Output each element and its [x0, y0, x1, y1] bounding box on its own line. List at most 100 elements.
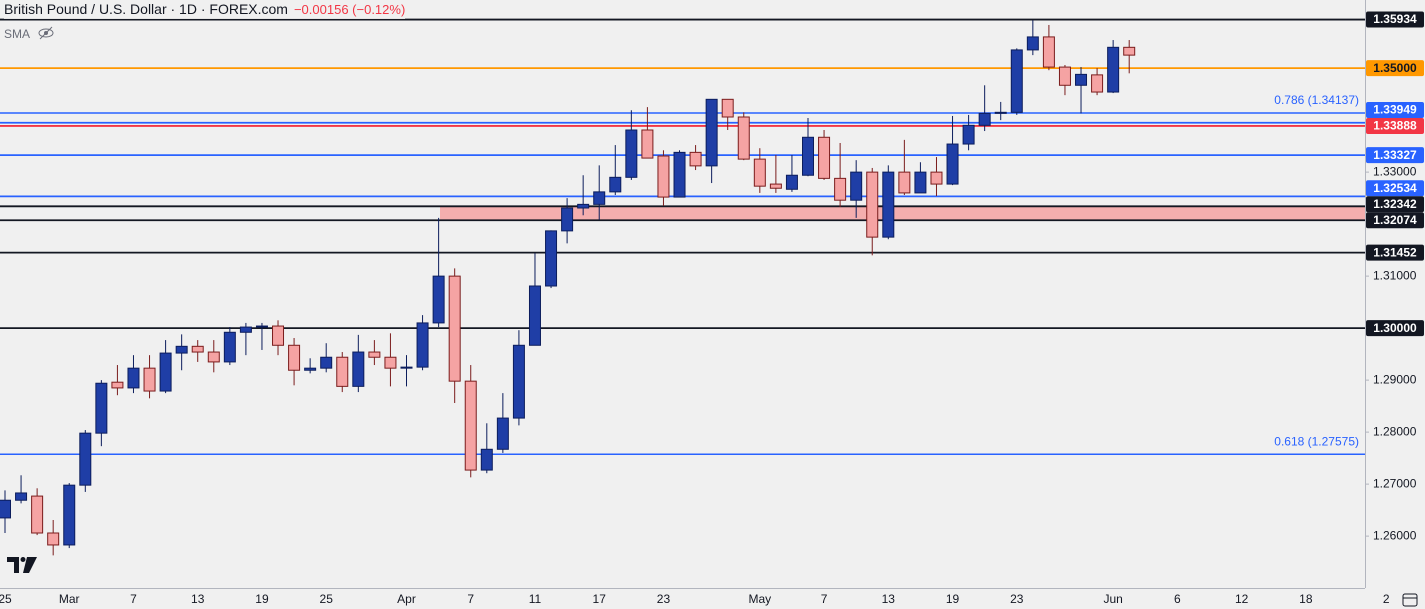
candle-body	[689, 151, 702, 167]
y-tick-label: 1.27000	[1373, 476, 1417, 490]
candle-body	[946, 143, 959, 185]
candle-body	[641, 129, 654, 159]
x-tick-label: May	[748, 592, 771, 606]
x-tick-label: 25	[0, 592, 12, 606]
x-tick-label: 2	[1383, 592, 1390, 606]
y-tick-label: 1.33000	[1373, 164, 1417, 178]
y-tick-label: 1.26000	[1373, 528, 1417, 542]
x-tick-label: 11	[529, 592, 542, 606]
candle-body	[207, 351, 220, 363]
candle-body	[1010, 49, 1023, 113]
level-tag	[1366, 60, 1424, 77]
candle-body	[432, 275, 445, 324]
hide-icon[interactable]	[37, 26, 55, 40]
level-label: 1.35000	[1373, 61, 1417, 75]
candle-body	[785, 174, 798, 190]
x-tick-label: 7	[821, 592, 828, 606]
candle-body	[930, 171, 943, 185]
zone	[440, 206, 1365, 221]
tv-logo	[7, 557, 37, 573]
candle-body	[802, 136, 814, 176]
x-tick-label: 12	[1235, 592, 1249, 606]
fib-label: 0.786 (1.34137)	[1274, 93, 1359, 107]
candle-body	[336, 356, 349, 387]
candle-body	[1026, 36, 1039, 51]
x-tick-label: 17	[593, 592, 607, 606]
y-tick-label: 1.29000	[1373, 372, 1417, 386]
y-tick-label: 1.31000	[1373, 268, 1417, 282]
candle-body	[223, 331, 236, 363]
candle-body	[545, 230, 558, 287]
icon-part	[1402, 593, 1418, 607]
candle-body	[834, 177, 847, 201]
icon-part	[39, 26, 53, 40]
indicator-name: SMA	[4, 27, 30, 41]
candle-body	[1091, 74, 1104, 93]
level-tag	[1366, 244, 1424, 261]
candle-body	[320, 356, 333, 369]
level-tag	[1366, 320, 1424, 337]
candle-body	[111, 381, 124, 389]
candle-body	[705, 98, 718, 167]
x-tick-label: Mar	[59, 592, 80, 606]
candle-body	[368, 351, 381, 358]
candle-body	[850, 171, 863, 201]
candle-body	[288, 344, 301, 371]
level-tag	[1366, 117, 1424, 134]
x-tick-label: 19	[946, 592, 960, 606]
candle-body	[561, 207, 574, 232]
x-tick-label: 7	[467, 592, 474, 606]
candle-body	[31, 495, 44, 534]
candle-body	[79, 432, 92, 486]
logo-part	[23, 557, 37, 573]
level-label: 1.32342	[1373, 197, 1417, 211]
level-tag	[1366, 101, 1424, 118]
x-tick-label: 19	[255, 592, 269, 606]
level-label: 1.33949	[1373, 103, 1417, 117]
level-label: 1.33888	[1373, 119, 1417, 133]
candle-body	[769, 183, 782, 189]
level-label: 1.33327	[1373, 148, 1417, 162]
candle-body	[304, 367, 317, 371]
candle-body	[962, 124, 975, 145]
candle-body	[528, 285, 541, 346]
plot: 0.786 (1.34137) 0.618 (1.27575)	[0, 18, 1365, 556]
calendar-icon[interactable]	[1402, 593, 1418, 607]
candle-body	[994, 111, 1007, 114]
candle-body	[898, 171, 911, 194]
level-label: 1.32534	[1373, 181, 1417, 195]
candle-body	[753, 158, 766, 187]
candle-body	[721, 98, 734, 118]
candle-body	[577, 203, 590, 209]
level-label: 1.32074	[1373, 213, 1417, 227]
candle-body	[95, 382, 108, 434]
x-tick-label: 13	[882, 592, 896, 606]
x-tick-label: Jun	[1103, 592, 1122, 606]
icon-part	[38, 28, 54, 38]
candle-body	[63, 484, 76, 546]
candle-body	[882, 171, 895, 238]
candle-body	[175, 345, 188, 354]
candle-body	[593, 191, 606, 205]
candle-body	[400, 366, 413, 369]
candle-body	[255, 325, 268, 328]
indicator[interactable]: SMA	[4, 24, 54, 41]
x-tick-label: 6	[1174, 592, 1181, 606]
x-tick-label: Apr	[397, 592, 416, 606]
candle-body	[914, 171, 927, 194]
candle-body	[191, 345, 204, 353]
candle-body	[127, 367, 140, 389]
candle-body	[657, 155, 670, 198]
candle-body	[272, 325, 285, 346]
candle-body	[512, 344, 525, 419]
candle-body	[625, 129, 638, 178]
price-change: −0.00156 (−0.12%)	[293, 2, 406, 17]
level-tag	[1366, 180, 1424, 197]
candle-body	[1042, 36, 1055, 68]
header: British Pound / U.S. Dollar · 1D · FOREX…	[4, 0, 406, 19]
candle-body	[1058, 66, 1071, 86]
symbol-title[interactable]: British Pound / U.S. Dollar · 1D · FOREX…	[4, 1, 288, 17]
candle-body	[384, 356, 397, 369]
level-tag	[1366, 196, 1424, 213]
